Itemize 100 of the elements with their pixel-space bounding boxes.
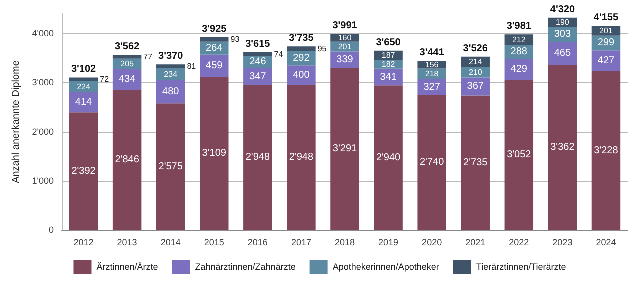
data-label: 3'109 <box>202 148 227 160</box>
data-label: 95 <box>318 44 328 54</box>
data-label: 2'948 <box>246 152 270 164</box>
x-tick-label: 2022 <box>509 238 530 248</box>
data-label: 212 <box>512 35 526 44</box>
data-label: 339 <box>336 54 354 66</box>
x-tick-label: 2020 <box>422 238 442 248</box>
bar <box>374 86 403 230</box>
bar <box>69 78 98 82</box>
total-label: 3'370 <box>158 51 184 62</box>
data-label: 210 <box>468 68 483 78</box>
x-tick-label: 2024 <box>596 238 616 248</box>
data-label: 2'940 <box>376 152 402 164</box>
data-label: 2'575 <box>158 161 184 172</box>
data-label: 3'362 <box>550 142 576 153</box>
legend-label: Apothekerinnen/Apotheker <box>332 262 440 272</box>
data-label: 367 <box>467 81 484 92</box>
total-label: 3'102 <box>71 64 97 76</box>
data-label: 3'291 <box>332 144 358 155</box>
bar <box>548 64 578 230</box>
bar <box>504 80 534 230</box>
data-label: 303 <box>554 29 572 40</box>
bar <box>244 52 272 56</box>
data-label: 246 <box>250 56 267 68</box>
data-label: 205 <box>120 59 135 68</box>
x-tick-label: 2021 <box>466 238 486 248</box>
bar <box>200 54 229 78</box>
data-label: 3'228 <box>594 145 619 156</box>
total-label: 3'925 <box>202 24 228 35</box>
legend-label: Zahnärztinnen/Zahnärzte <box>195 262 296 272</box>
data-label: 288 <box>510 46 528 58</box>
x-tick-label: 2019 <box>378 238 399 248</box>
x-tick-label: 2014 <box>160 238 181 248</box>
bar <box>112 68 142 90</box>
data-label: 93 <box>230 35 240 44</box>
data-label: 459 <box>206 60 224 72</box>
bar <box>244 68 272 86</box>
y-tick-label: 2'000 <box>32 126 54 137</box>
data-label: 264 <box>206 42 224 54</box>
y-axis-title: Anzahl anerkannte Diplome <box>10 60 22 184</box>
bar <box>287 85 316 230</box>
total-label: 3'650 <box>376 37 402 48</box>
data-label: 160 <box>338 34 352 43</box>
data-label: 2'735 <box>464 157 488 168</box>
data-label: 2'740 <box>420 157 445 168</box>
x-tick-label: 2012 <box>74 238 94 248</box>
x-tick-label: 2017 <box>291 238 312 248</box>
total-label: 3'441 <box>420 48 445 59</box>
bar <box>156 64 186 69</box>
x-tick-label: 2015 <box>204 238 224 248</box>
data-label: 347 <box>250 71 267 82</box>
bar <box>330 68 360 230</box>
total-label: 3'615 <box>246 39 271 50</box>
bar <box>592 50 621 72</box>
data-label: 429 <box>510 64 528 76</box>
data-label: 81 <box>187 62 197 72</box>
data-label: 201 <box>600 26 614 36</box>
x-tick-label: 2023 <box>552 238 573 248</box>
total-label: 3'526 <box>463 43 488 54</box>
data-label: 74 <box>274 50 284 59</box>
y-tick-label: 1'000 <box>32 176 54 186</box>
bar <box>418 95 446 230</box>
data-label: 465 <box>554 48 572 60</box>
data-label: 77 <box>144 52 154 62</box>
data-label: 341 <box>380 72 398 83</box>
data-label: 201 <box>338 42 352 52</box>
total-label: 3'991 <box>332 20 358 32</box>
bar <box>112 90 142 230</box>
legend-label: Tierärztinnen/Tierärzte <box>476 262 566 272</box>
data-label: 327 <box>424 82 441 93</box>
bar <box>287 66 316 86</box>
data-label: 156 <box>425 60 440 70</box>
bar <box>200 77 229 230</box>
y-tick-label: 3'000 <box>32 78 54 88</box>
data-label: 187 <box>382 50 396 60</box>
total-label: 3'562 <box>114 42 140 53</box>
data-label: 400 <box>293 70 310 81</box>
data-label: 414 <box>75 96 93 108</box>
bar <box>461 96 490 230</box>
bar <box>592 72 621 230</box>
data-label: 2'948 <box>289 152 314 164</box>
data-label: 3'052 <box>507 150 532 161</box>
data-label: 224 <box>77 82 91 92</box>
bar <box>112 55 142 59</box>
data-label: 214 <box>468 58 483 67</box>
x-tick-label: 2016 <box>248 238 268 248</box>
total-label: 4'320 <box>550 4 576 16</box>
x-tick-label: 2018 <box>334 238 356 248</box>
bar <box>548 42 578 65</box>
bar <box>287 46 316 52</box>
data-label: 2'846 <box>115 154 140 166</box>
bar <box>200 37 229 42</box>
data-label: 292 <box>293 52 310 64</box>
data-label: 2'392 <box>72 166 96 177</box>
data-label: 190 <box>556 18 570 28</box>
legend-label: Ärztinnen/Ärzte <box>96 262 158 272</box>
total-label: 3'735 <box>289 33 314 44</box>
data-label: 234 <box>164 70 178 79</box>
data-label: 218 <box>425 70 440 79</box>
data-label: 427 <box>598 56 616 67</box>
